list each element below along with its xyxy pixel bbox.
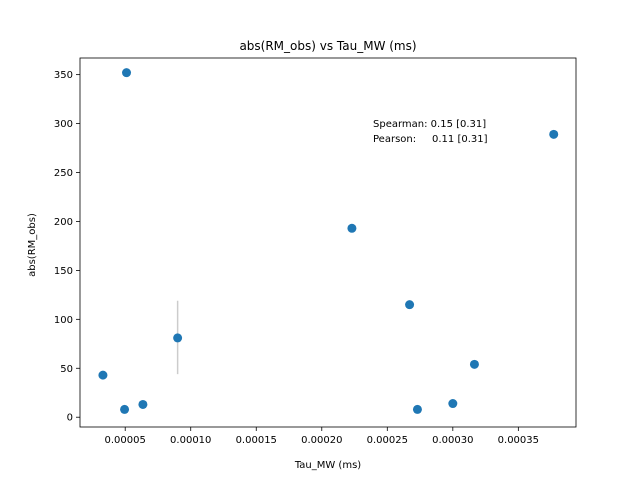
y-axis-label: abs(RM_obs) — [27, 213, 38, 277]
y-tick-label: 0 — [67, 413, 73, 424]
data-point — [549, 129, 559, 139]
x-tick-label: 0.00025 — [367, 435, 408, 446]
y-tick-label: 250 — [54, 168, 73, 179]
data-point — [120, 404, 130, 414]
y-tick-label: 150 — [54, 266, 73, 277]
y-tick-label: 200 — [54, 217, 73, 228]
y-tick-label: 300 — [54, 119, 73, 130]
x-axis: 0.00005 0.00010 0.00015 0.00020 0.00025 0.000… — [105, 427, 539, 446]
plot-area — [98, 68, 559, 414]
data-point — [347, 223, 357, 233]
x-tick-label: 0.00005 — [105, 435, 146, 446]
data-point — [448, 399, 458, 409]
x-tick-label: 0.00035 — [498, 435, 539, 446]
x-axis-label: Tau_MW (ms) — [294, 460, 361, 471]
data-point — [122, 68, 132, 78]
axes-frame — [79, 57, 577, 428]
data-point — [98, 370, 108, 380]
spearman-text: Spearman: 0.15 [0.31] — [373, 119, 486, 130]
pearson-text: Pearson: 0.11 [0.31] — [373, 134, 488, 145]
correlation-annotation: Spearman: 0.15 [0.31] Pearson: 0.11 [0.3… — [373, 119, 488, 145]
data-point — [412, 404, 422, 414]
x-tick-label: 0.00030 — [432, 435, 473, 446]
y-axis: 0 50 100 150 200 250 300 350 — [54, 70, 80, 424]
x-tick-label: 0.00020 — [301, 435, 342, 446]
y-tick-label: 100 — [54, 315, 73, 326]
chart-title: abs(RM_obs) vs Tau_MW (ms) — [239, 39, 416, 53]
y-tick-label: 50 — [60, 364, 73, 375]
data-point — [469, 359, 479, 369]
x-tick-label: 0.00010 — [170, 435, 211, 446]
x-tick-label: 0.00015 — [236, 435, 277, 446]
data-point — [405, 300, 415, 310]
data-point — [138, 399, 148, 409]
data-point — [173, 333, 183, 343]
y-tick-label: 350 — [54, 70, 73, 81]
